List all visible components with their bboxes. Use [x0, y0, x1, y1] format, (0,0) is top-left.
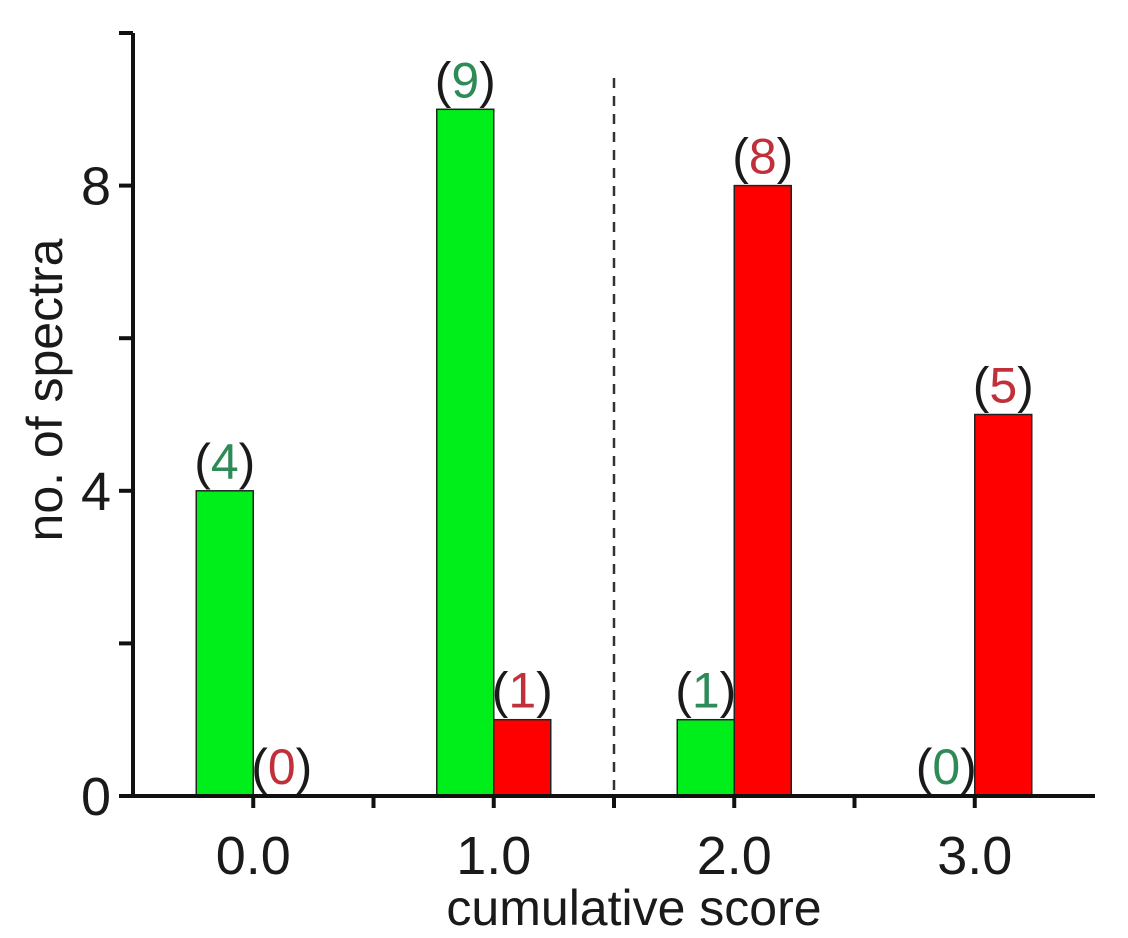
data-label-series2-0.0: (0)	[251, 739, 312, 795]
x-tick-label-0.0: 0.0	[216, 826, 291, 886]
x-tick-label-1.0: 1.0	[456, 826, 531, 886]
y-axis-title: no. of spectra	[17, 238, 73, 541]
bar-series1-2.0	[676, 718, 735, 797]
data-label-series1-0.0: (4)	[194, 434, 255, 490]
data-label-series2-3.0: (5)	[973, 358, 1034, 414]
data-label-series1-2.0: (1)	[675, 663, 736, 719]
data-label-series1-3.0: (0)	[916, 739, 977, 795]
bar-series1-0.0	[195, 490, 254, 797]
bar-series2-1.0	[493, 718, 552, 797]
x-axis-title: cumulative score	[446, 880, 821, 936]
y-tick-label-8: 8	[81, 157, 111, 217]
bar-series2-2.0	[733, 184, 792, 797]
x-tick-label-3.0: 3.0	[937, 826, 1012, 886]
data-label-series2-2.0: (8)	[732, 129, 793, 185]
plot-area: (4) (9) (1) (0) (0) (1) (8) (5) 0 4 8 0.0 1.0 2.0 3.0	[81, 31, 1095, 886]
bar-series1-1.0	[436, 108, 495, 797]
y-tick-label-4: 4	[81, 462, 111, 522]
bar-series2-3.0	[974, 413, 1033, 797]
data-label-series1-1.0: (9)	[435, 52, 496, 108]
x-tick-label-2.0: 2.0	[697, 826, 772, 886]
y-tick-label-0: 0	[81, 767, 111, 827]
data-label-series2-1.0: (1)	[492, 663, 553, 719]
